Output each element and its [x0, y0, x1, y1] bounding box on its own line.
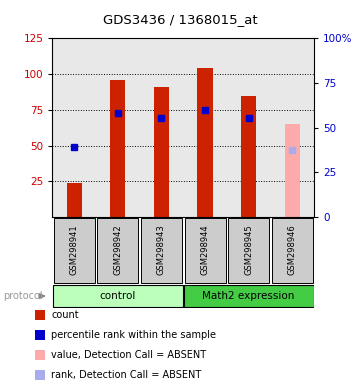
Bar	[184, 285, 314, 307]
Bar	[97, 218, 138, 283]
Text: rank, Detection Call = ABSENT: rank, Detection Call = ABSENT	[51, 370, 201, 380]
Text: GSM298946: GSM298946	[288, 224, 297, 275]
Bar	[66, 183, 82, 217]
Text: count: count	[51, 310, 79, 320]
Bar	[35, 330, 45, 341]
Bar	[110, 80, 125, 217]
Text: GSM298942: GSM298942	[113, 224, 122, 275]
Bar	[35, 370, 45, 381]
Text: GDS3436 / 1368015_at: GDS3436 / 1368015_at	[103, 13, 258, 26]
Bar	[35, 350, 45, 361]
Bar	[197, 68, 213, 217]
Bar	[141, 218, 182, 283]
Text: GSM298945: GSM298945	[244, 224, 253, 275]
Text: GSM298941: GSM298941	[70, 224, 79, 275]
Bar	[53, 285, 183, 307]
Text: Math2 expression: Math2 expression	[203, 291, 295, 301]
Text: protocol: protocol	[4, 291, 43, 301]
Bar	[154, 87, 169, 217]
Text: GSM298944: GSM298944	[200, 224, 209, 275]
Bar	[284, 124, 300, 217]
Bar	[272, 218, 313, 283]
Bar	[228, 218, 269, 283]
Text: percentile rank within the sample: percentile rank within the sample	[51, 330, 216, 340]
Text: control: control	[100, 291, 136, 301]
Bar	[241, 96, 256, 217]
Text: GSM298943: GSM298943	[157, 224, 166, 275]
Bar	[184, 218, 226, 283]
Bar	[35, 310, 45, 321]
Text: value, Detection Call = ABSENT: value, Detection Call = ABSENT	[51, 350, 206, 360]
Bar	[54, 218, 95, 283]
